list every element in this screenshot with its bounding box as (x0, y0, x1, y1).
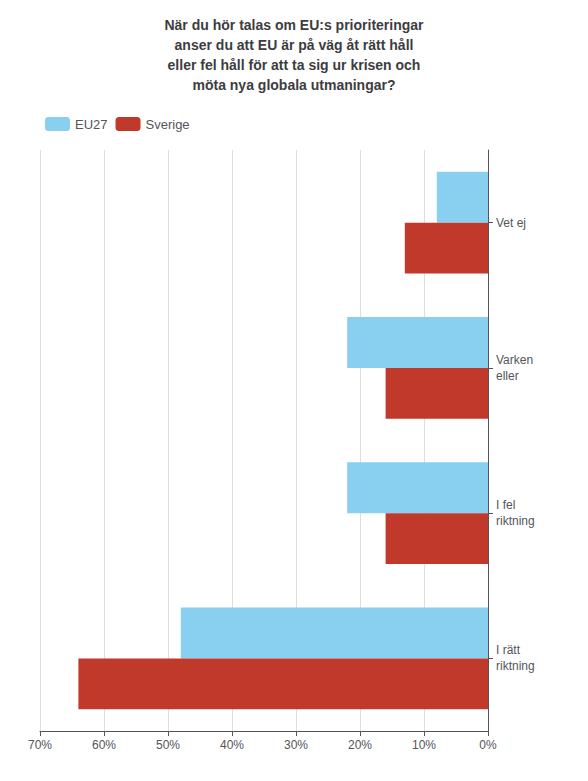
svg-text:riktning: riktning (496, 659, 535, 673)
svg-text:Sverige: Sverige (146, 117, 190, 132)
svg-text:60%: 60% (92, 738, 116, 752)
svg-text:eller fel håll för att ta sig: eller fel håll för att ta sig ur krisen … (168, 57, 421, 73)
svg-text:0%: 0% (479, 738, 497, 752)
svg-text:EU27: EU27 (75, 117, 108, 132)
svg-text:möta nya globala utmaningar?: möta nya globala utmaningar? (192, 77, 395, 93)
svg-text:70%: 70% (28, 738, 52, 752)
svg-text:anser du att EU är på väg åt r: anser du att EU är på väg åt rätt håll (175, 37, 414, 53)
svg-text:eller: eller (496, 369, 519, 383)
svg-text:När du hör talas om EU:s prior: När du hör talas om EU:s prioriteringar (164, 17, 424, 33)
svg-text:riktning: riktning (496, 514, 535, 528)
svg-text:40%: 40% (220, 738, 244, 752)
svg-text:50%: 50% (156, 738, 180, 752)
svg-text:10%: 10% (412, 738, 436, 752)
svg-text:Varken: Varken (496, 353, 533, 367)
svg-text:30%: 30% (284, 738, 308, 752)
svg-text:I fel: I fel (496, 498, 515, 512)
svg-text:20%: 20% (348, 738, 372, 752)
svg-text:Vet ej: Vet ej (496, 216, 526, 230)
svg-text:I rätt: I rätt (496, 643, 521, 657)
